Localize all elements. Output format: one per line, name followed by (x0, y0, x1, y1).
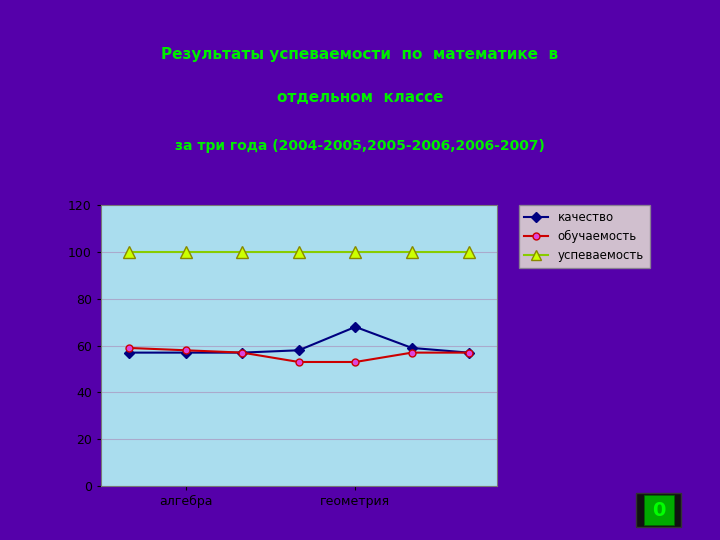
успеваемость (294, 249, 303, 255)
обучаемость (351, 359, 360, 365)
качество (125, 349, 133, 356)
обучаемость (181, 347, 190, 354)
успеваемость (238, 249, 246, 255)
Text: за три года (2004-2005,2005-2006,2006-2007): за три года (2004-2005,2005-2006,2006-20… (175, 139, 545, 153)
Bar (644, 495, 674, 525)
Line: успеваемость: успеваемость (123, 246, 474, 258)
успеваемость (408, 249, 416, 255)
успеваемость (351, 249, 360, 255)
успеваемость (464, 249, 473, 255)
Text: Результаты успеваемости  по  математике  в: Результаты успеваемости по математике в (161, 48, 559, 62)
Line: обучаемость: обучаемость (125, 345, 472, 366)
обучаемость (408, 349, 416, 356)
обучаемость (464, 349, 473, 356)
качество (238, 349, 246, 356)
качество (351, 323, 360, 330)
обучаемость (125, 345, 133, 351)
успеваемость (125, 249, 133, 255)
Text: 0: 0 (652, 501, 665, 520)
обучаемость (294, 359, 303, 365)
Legend: качество, обучаемость, успеваемость: качество, обучаемость, успеваемость (518, 206, 649, 268)
Line: качество: качество (125, 323, 472, 356)
Text: отдельном  классе: отдельном классе (276, 90, 444, 105)
обучаемость (238, 349, 246, 356)
успеваемость (181, 249, 190, 255)
качество (181, 349, 190, 356)
качество (408, 345, 416, 351)
качество (294, 347, 303, 354)
качество (464, 349, 473, 356)
